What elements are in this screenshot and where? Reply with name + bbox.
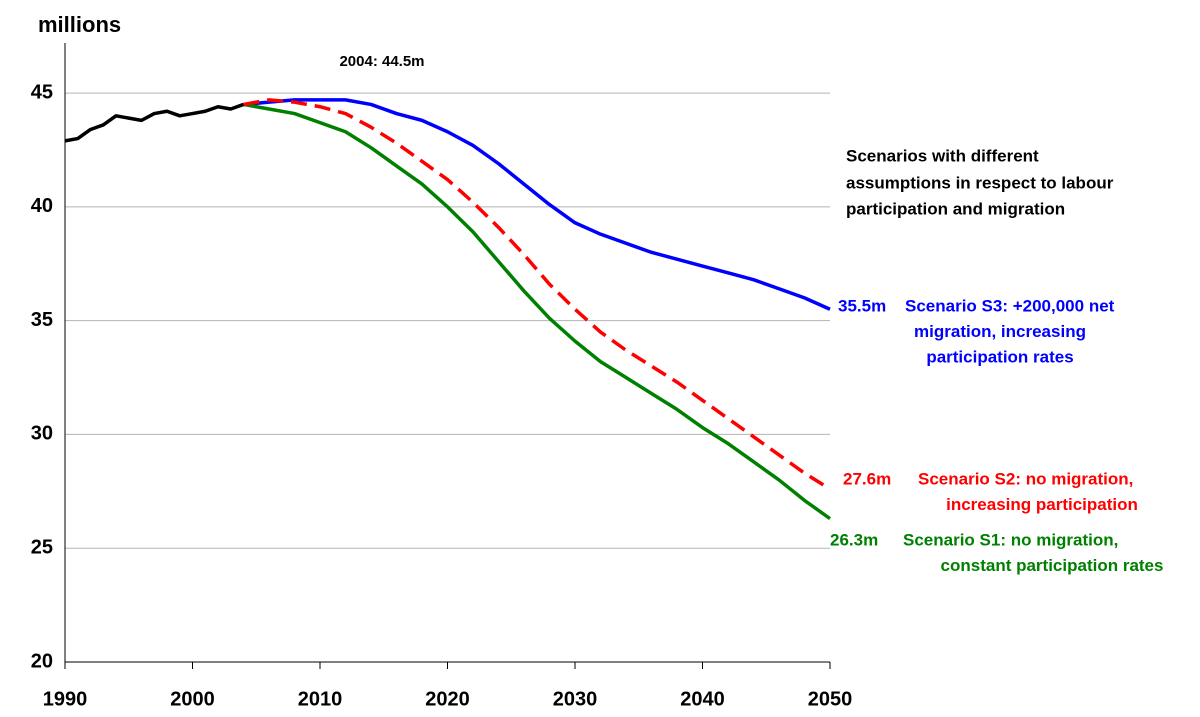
x-tick-label: 2040 bbox=[680, 688, 725, 710]
series-line bbox=[243, 98, 831, 491]
legend-label: migration, increasing bbox=[914, 322, 1086, 341]
legend-label: participation rates bbox=[926, 347, 1073, 366]
annotation: 2004: 44.5m bbox=[339, 53, 424, 70]
legend-label: Scenario S3: +200,000 net bbox=[905, 296, 1115, 315]
y-tick-label: 40 bbox=[31, 195, 53, 217]
legend-label: Scenario S2: no migration, bbox=[918, 469, 1133, 488]
value-label: 27.6m bbox=[843, 469, 891, 488]
x-tick-label: 2020 bbox=[425, 688, 470, 710]
note-line: participation and migration bbox=[846, 199, 1065, 218]
y-tick-label: 45 bbox=[31, 81, 53, 103]
y-tick-label: 25 bbox=[31, 536, 53, 558]
x-tick-label: 2050 bbox=[808, 688, 853, 710]
y-tick-label: 30 bbox=[31, 423, 53, 445]
y-tick-label: 20 bbox=[31, 650, 53, 672]
x-tick-label: 2010 bbox=[298, 688, 343, 710]
legend-label: constant participation rates bbox=[941, 556, 1164, 575]
legend-label: Scenario S1: no migration, bbox=[903, 530, 1118, 549]
series-line bbox=[64, 102, 245, 143]
y-axis-label: millions bbox=[38, 12, 121, 37]
legend-label: increasing participation bbox=[946, 495, 1138, 514]
series-line bbox=[243, 98, 831, 311]
note-line: assumptions in respect to labour bbox=[846, 173, 1114, 192]
series-line bbox=[243, 102, 832, 521]
x-tick-label: 2000 bbox=[170, 688, 215, 710]
x-tick-label: 1990 bbox=[43, 688, 88, 710]
value-label: 35.5m bbox=[838, 296, 886, 315]
value-label: 26.3m bbox=[830, 530, 878, 549]
y-tick-label: 35 bbox=[31, 309, 53, 331]
x-tick-label: 2030 bbox=[553, 688, 598, 710]
note-line: Scenarios with different bbox=[846, 146, 1039, 165]
